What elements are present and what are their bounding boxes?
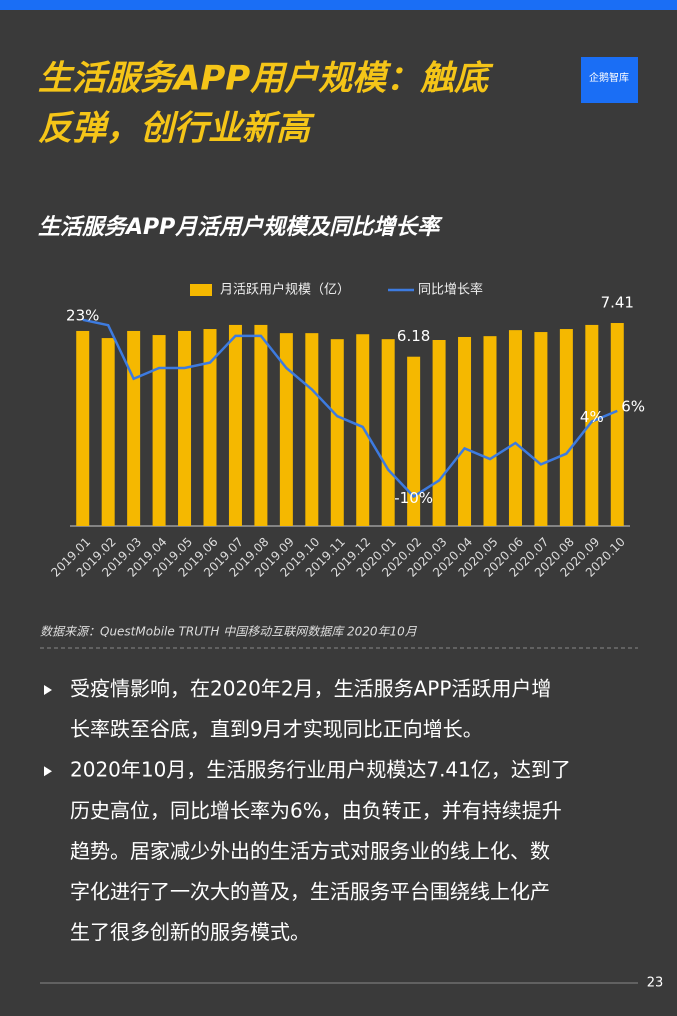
bullet-marker [44, 766, 52, 777]
bar [407, 356, 421, 526]
bar [203, 329, 217, 526]
bar [483, 336, 497, 526]
bullet-text: 受疫情影响，在2020年2月，生活服务APP活跃用户增 [70, 677, 551, 701]
bar [559, 329, 573, 526]
value-label: 7.41 [601, 294, 634, 312]
bullet-text: 字化进行了一次大的普及，生活服务平台围绕线上化产 [70, 880, 550, 904]
logo [581, 57, 638, 103]
bar [127, 330, 141, 526]
bar [432, 339, 446, 526]
bullet-marker [44, 685, 52, 695]
legend-swatch [190, 284, 212, 296]
bullet-text: 2020年10月，生活服务行业用户规模达7.41亿，达到了 [70, 758, 571, 782]
bullet-text: 历史高位，同比增长率为6%，由负转正，并有持续提升 [70, 798, 562, 822]
bar [534, 332, 548, 526]
bar [585, 324, 599, 526]
value-label: 6% [621, 397, 645, 415]
bar [101, 338, 115, 526]
bar [152, 335, 166, 526]
bar [228, 324, 242, 526]
value-label: 4% [580, 408, 604, 426]
bar [279, 333, 293, 526]
bar [356, 334, 370, 526]
page-number: 23 [647, 976, 664, 991]
bullet-text: 生了很多创新的服务模式。 [70, 920, 310, 944]
logo-text: 企鹅智库 [589, 71, 629, 84]
top-bar [0, 0, 677, 10]
legend-label: 月活跃用户规模（亿） [220, 282, 350, 298]
bar [508, 330, 522, 526]
title-line: 生活服务APP用户规模：触底 [38, 59, 494, 99]
title-line: 反弹，创行业新高 [38, 109, 315, 149]
value-label: -10% [394, 489, 433, 507]
line [82, 318, 618, 499]
chart-title: 生活服务APP月活用户规模及同比增长率 [38, 214, 443, 240]
bar [381, 339, 395, 526]
bar [610, 323, 624, 526]
legend-label: 同比增长率 [418, 282, 483, 298]
bar [178, 330, 192, 526]
value-label: 23% [66, 306, 99, 324]
bullet-text: 趋势。居家减少外出的生活方式对服务业的线上化、数 [70, 839, 550, 863]
value-label: 6.18 [397, 327, 430, 345]
source: 数据来源：QuestMobile TRUTH 中国移动互联网数据库 2020年1… [40, 625, 418, 639]
bar [305, 333, 319, 526]
bar [254, 324, 268, 526]
bar [76, 330, 90, 526]
bullet-text: 长率跌至谷底，直到9月才实现同比正向增长。 [70, 717, 483, 741]
bar [458, 336, 472, 526]
bar [330, 339, 344, 526]
